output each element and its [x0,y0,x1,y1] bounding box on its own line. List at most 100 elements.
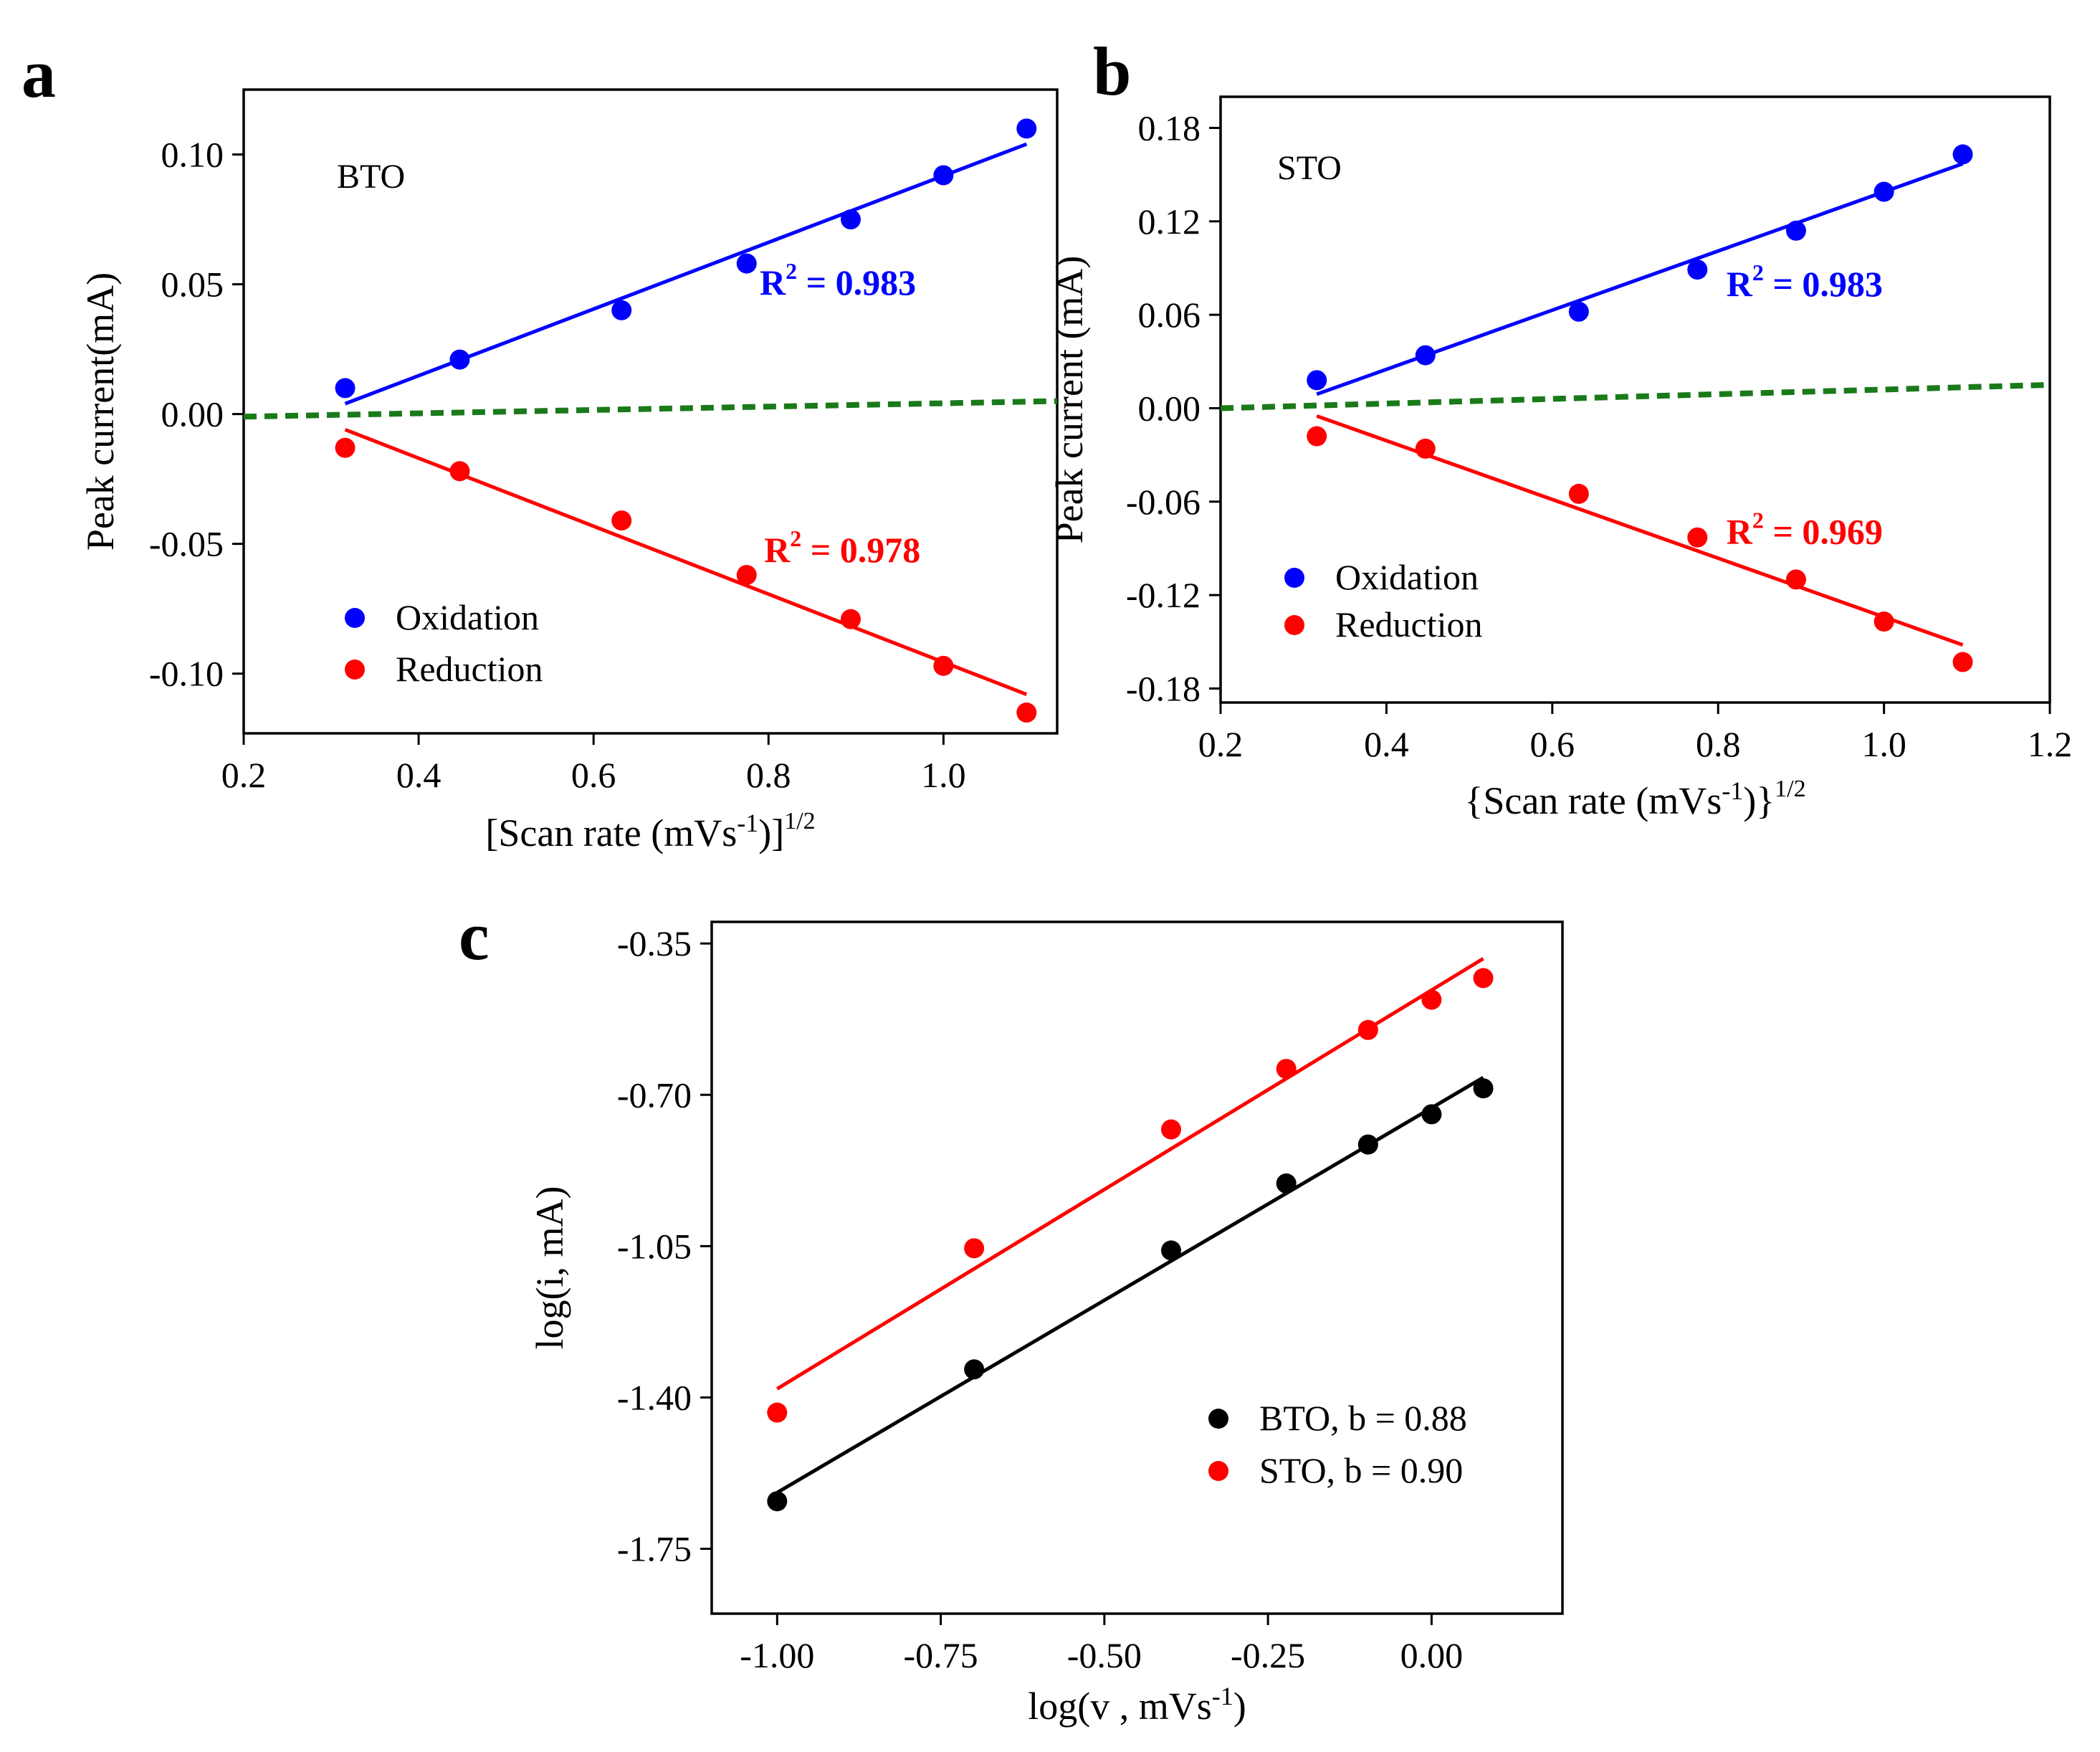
x-tick-label: 1.2 [2028,724,2073,764]
y-tick-label: 0.18 [1138,108,1201,148]
data-point-sto-b-0-90 [1421,989,1442,1010]
y-tick-label: -0.18 [1126,668,1201,708]
y-tick-label: -1.05 [617,1226,692,1266]
y-tick-label: -0.35 [617,923,692,963]
r2-label-oxidation: R2 = 0.983 [760,258,916,303]
legend-marker [345,608,365,628]
data-point-reduction [1415,438,1436,459]
sample-annotation: BTO [337,158,405,196]
data-point-reduction [840,609,861,629]
x-tick-label: -1.00 [740,1635,814,1675]
x-tick-label: 0.00 [1400,1635,1464,1675]
data-point-oxidation [1874,181,1894,202]
y-tick-label: 0.10 [161,135,224,175]
r2-label-oxidation: R2 = 0.983 [1727,260,1883,304]
sample-annotation: STO [1277,149,1342,187]
data-point-oxidation [840,209,861,230]
y-tick-label: -1.75 [617,1529,692,1569]
data-point-reduction [1687,527,1708,548]
y-axis-label: Peak current (mA) [1048,256,1091,544]
r2-label-reduction: R2 = 0.978 [764,525,920,570]
panel-letter: b [1093,33,1131,110]
y-tick-label: -0.12 [1126,575,1201,615]
data-point-oxidation [1687,260,1708,280]
data-point-sto-b-0-90 [1473,968,1494,989]
plot-frame [710,920,1564,1615]
legend-label: Reduction [396,649,543,689]
data-point-bto-b-0-88 [1160,1240,1181,1261]
panel-letter: a [22,35,56,112]
data-point-reduction [1568,483,1589,504]
data-point-reduction [611,510,632,531]
legend-label: Oxidation [1335,557,1479,597]
data-point-bto-b-0-88 [964,1359,985,1380]
zero-reference-line [244,398,1057,420]
data-point-reduction [1874,611,1894,632]
x-tick-label: 0.4 [396,755,442,795]
data-point-oxidation [736,253,757,274]
data-point-reduction [449,461,470,482]
r2-label-reduction: R2 = 0.969 [1727,507,1883,551]
data-point-sto-b-0-90 [964,1238,985,1259]
y-tick-label: -0.06 [1126,482,1201,522]
data-point-oxidation [335,378,355,399]
data-point-oxidation [1952,144,1973,165]
legend-label: Reduction [1335,604,1483,644]
data-point-reduction [736,565,757,586]
data-point-reduction [1785,569,1806,590]
data-point-sto-b-0-90 [1276,1059,1297,1080]
y-tick-label: -0.70 [617,1075,692,1115]
panel-c: c -1.00 -0.75 -0.50 -0.25 0.00 -0.35 -0.70 -1.05… [459,898,1564,1728]
y-tick-label: 0.12 [1138,201,1201,242]
y-tick-label: 0.05 [161,265,224,305]
x-tick-label: 1.0 [921,755,966,795]
data-point-reduction [335,437,355,458]
data-point-sto-b-0-90 [1160,1119,1181,1140]
data-point-oxidation [933,165,954,186]
data-point-reduction [1307,426,1327,447]
legend-marker [1208,1461,1228,1481]
data-point-sto-b-0-90 [1357,1019,1378,1040]
data-point-reduction [1952,652,1973,672]
panel-letter: c [459,898,490,974]
data-point-oxidation [1785,220,1806,241]
y-tick-label: -1.40 [617,1377,692,1417]
x-tick-label: -0.25 [1231,1635,1305,1675]
legend-label: Oxidation [396,597,539,637]
data-point-reduction [1016,703,1037,723]
data-point-bto-b-0-88 [1276,1173,1297,1194]
y-axis-label: Peak current(mA) [79,272,122,551]
x-tick-label: 0.6 [571,755,616,795]
y-tick-label: 0.00 [1138,388,1201,428]
legend-label: STO, b = 0.90 [1259,1450,1463,1490]
data-point-bto-b-0-88 [1357,1134,1378,1155]
data-point-oxidation [611,300,632,320]
legend-marker [1208,1409,1228,1429]
y-tick-label: -0.05 [149,524,224,564]
data-point-oxidation [1307,370,1327,391]
data-point-oxidation [1415,345,1436,366]
legend-marker [1284,568,1304,588]
data-point-bto-b-0-88 [1421,1104,1442,1125]
data-point-bto-b-0-88 [767,1491,788,1512]
x-tick-label: -0.50 [1067,1635,1142,1675]
y-axis-label: log(i, mA) [528,1186,571,1350]
data-point-sto-b-0-90 [767,1402,788,1423]
x-tick-label: -0.75 [903,1635,978,1675]
x-tick-label: 0.8 [746,755,791,795]
panel-b: b 0.2 0.4 0.6 0.8 1.0 1.2 0.18 0.12 0.06 0.00 -0.06… [1048,33,2072,822]
x-tick-label: 0.2 [1198,724,1244,764]
x-tick-label: 0.4 [1364,724,1409,764]
y-tick-label: -0.10 [149,654,224,694]
data-point-oxidation [1568,301,1589,322]
y-tick-label: 0.06 [1138,295,1201,335]
x-axis-label: {Scan rate (mVs-1)}1/2 [1464,776,1805,822]
x-tick-label: 0.2 [221,755,267,795]
plot-frame [1219,95,2051,704]
data-point-oxidation [449,349,470,370]
legend-marker [345,660,365,680]
x-axis-label: [Scan rate (mVs-1)]1/2 [485,808,815,854]
data-point-oxidation [1016,118,1037,139]
